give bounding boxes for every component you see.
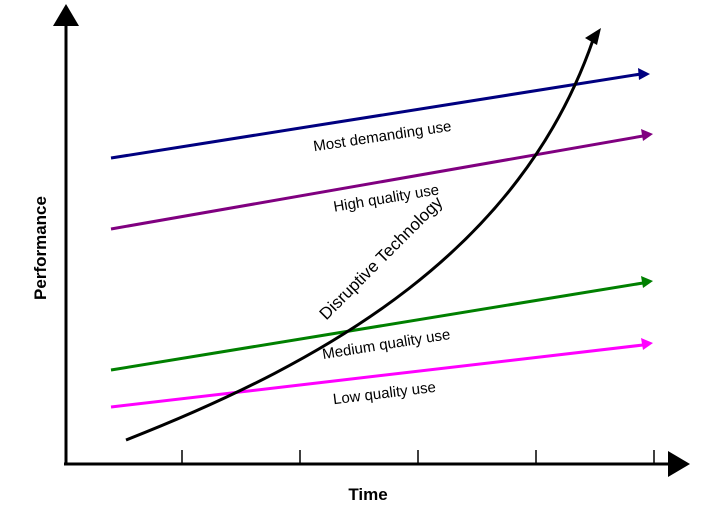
arrowhead-medium-quality bbox=[641, 276, 653, 288]
trajectory-line-medium-quality bbox=[110, 281, 644, 372]
disruptive-curve-arrowhead bbox=[585, 28, 601, 45]
y-axis-arrowhead bbox=[53, 4, 79, 26]
trajectory-most-demanding: Most demanding use bbox=[110, 68, 650, 160]
y-axis bbox=[53, 4, 79, 464]
arrowhead-high-quality bbox=[641, 129, 653, 141]
trajectory-line-most-demanding bbox=[110, 72, 642, 160]
x-axis-title: Time bbox=[348, 485, 387, 504]
y-axis-title: Performance bbox=[31, 196, 50, 300]
trajectory-line-low-quality bbox=[110, 343, 644, 409]
arrowhead-low-quality bbox=[641, 338, 653, 350]
arrowhead-most-demanding bbox=[638, 68, 650, 80]
x-axis-arrowhead bbox=[668, 451, 690, 477]
label-low-quality-use: Low quality use bbox=[332, 379, 437, 408]
x-axis bbox=[64, 450, 690, 477]
trajectory-medium-quality: Medium quality use bbox=[110, 276, 653, 372]
trajectory-line-high-quality bbox=[110, 134, 644, 231]
disruptive-curve-path bbox=[125, 39, 595, 442]
